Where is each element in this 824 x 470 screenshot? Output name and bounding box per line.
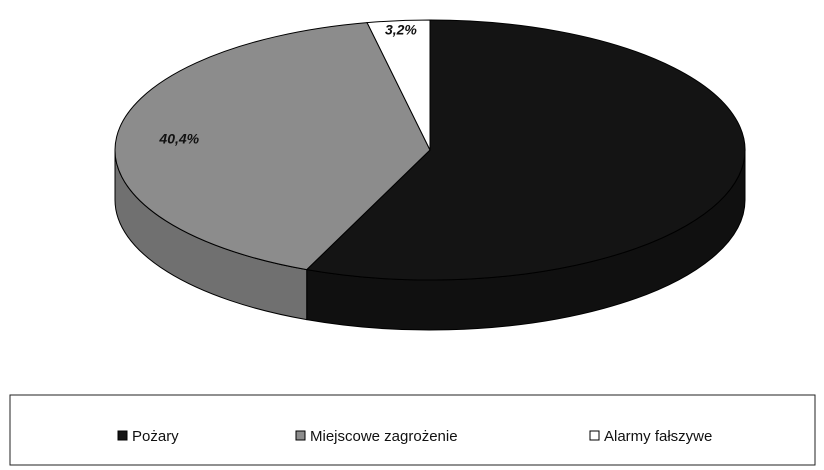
slice bbox=[114, 22, 431, 271]
slice bbox=[366, 19, 431, 151]
legend-label: Miejscowe zagrożenie bbox=[310, 428, 458, 445]
legend-box bbox=[9, 394, 816, 466]
legend-swatch bbox=[295, 430, 306, 441]
legend-label: Pożary bbox=[132, 428, 179, 445]
legend-label: Alarmy fałszywe bbox=[604, 428, 712, 445]
value-label: 40,4% bbox=[158, 130, 199, 146]
legend-swatch bbox=[117, 430, 128, 441]
value-label: 3,2% bbox=[385, 22, 417, 38]
legend-swatch bbox=[589, 430, 600, 441]
slice bbox=[305, 19, 746, 281]
